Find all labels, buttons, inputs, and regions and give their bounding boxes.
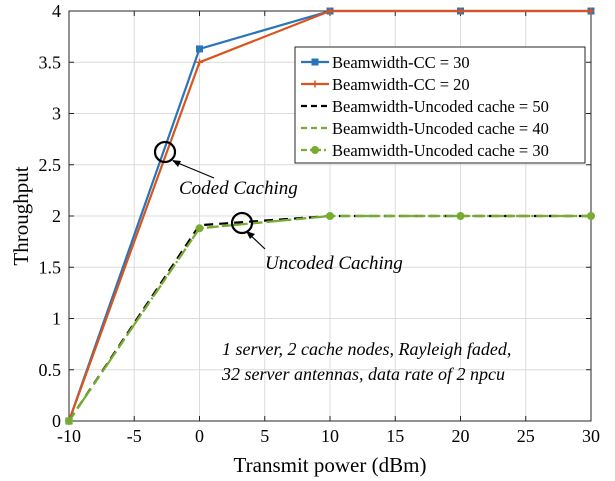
annotation-uncoded-caching: Uncoded Caching: [265, 253, 403, 274]
y-tick-label: 3.5: [39, 52, 62, 72]
series-2-point: [196, 58, 203, 66]
x-tick-label: 10: [321, 426, 339, 446]
x-tick-label: -10: [57, 426, 81, 446]
legend-label-1: Beamwidth-CC = 30: [332, 53, 470, 72]
legend-label-5: Beamwidth-Uncoded cache = 30: [332, 141, 549, 160]
x-tick-label: 30: [582, 426, 600, 446]
legend: Beamwidth-CC = 30 Beamwidth-CC = 20 Beamwi…: [294, 46, 586, 164]
y-tick-label: 1: [52, 309, 61, 329]
y-tick-label: 0.5: [39, 360, 62, 380]
legend-label-3: Beamwidth-Uncoded cache = 50: [332, 97, 549, 116]
annotation-setup-line-2: 32 server antennas, data rate of 2 npcu: [221, 364, 505, 384]
y-tick-label: 2.5: [39, 155, 62, 175]
coded-caching-arrow: [172, 160, 215, 179]
series-line-5: [68, 214, 591, 422]
x-axis-label: Transmit power (dBm): [234, 453, 427, 477]
legend-marker-1: [311, 58, 319, 66]
series-2-point: [326, 7, 334, 15]
legend-label-2: Beamwidth-CC = 20: [332, 75, 470, 94]
y-tick-label: 1.5: [39, 257, 62, 277]
legend-marker-2: [311, 80, 319, 88]
y-tick-label: 3: [52, 104, 61, 124]
series-group: [65, 7, 595, 425]
legend-marker-5: [311, 146, 319, 154]
series-1-point: [196, 45, 203, 53]
x-tick-label: 15: [386, 426, 404, 446]
x-tick-label: 5: [260, 426, 269, 446]
legend-label-4: Beamwidth-Uncoded cache = 40: [332, 119, 549, 138]
uncoded-caching-arrowhead: [246, 231, 255, 239]
y-axis-label: Throughput: [9, 166, 33, 265]
x-tick-label: 25: [517, 426, 535, 446]
coded-caching-arrowhead: [172, 160, 181, 167]
annotation-setup-line-1: 1 server, 2 cache nodes, Rayleigh faded,: [222, 339, 511, 359]
legend-box: [294, 46, 586, 164]
series-5-point: [326, 212, 334, 220]
annotations: Coded Caching Uncoded Caching 1 server, …: [153, 140, 511, 384]
y-tick-label: 4: [52, 1, 61, 21]
series-5-point: [65, 417, 73, 425]
series-2-point: [457, 7, 464, 15]
y-tick-label: 0: [52, 411, 61, 431]
x-tick-label: 0: [195, 426, 204, 446]
series-5-point: [456, 212, 465, 220]
coded-caching-marker-circle: [153, 140, 177, 164]
x-tick-label: 20: [452, 426, 470, 446]
series-5-point: [587, 212, 595, 220]
series-2-point: [587, 7, 595, 15]
y-tick-label: 2: [52, 206, 61, 226]
x-tick-label: -5: [127, 426, 142, 446]
annotation-coded-caching: Coded Caching: [179, 178, 298, 199]
series-5-point: [195, 224, 204, 233]
uncoded-caching-marker-circle: [230, 211, 254, 235]
